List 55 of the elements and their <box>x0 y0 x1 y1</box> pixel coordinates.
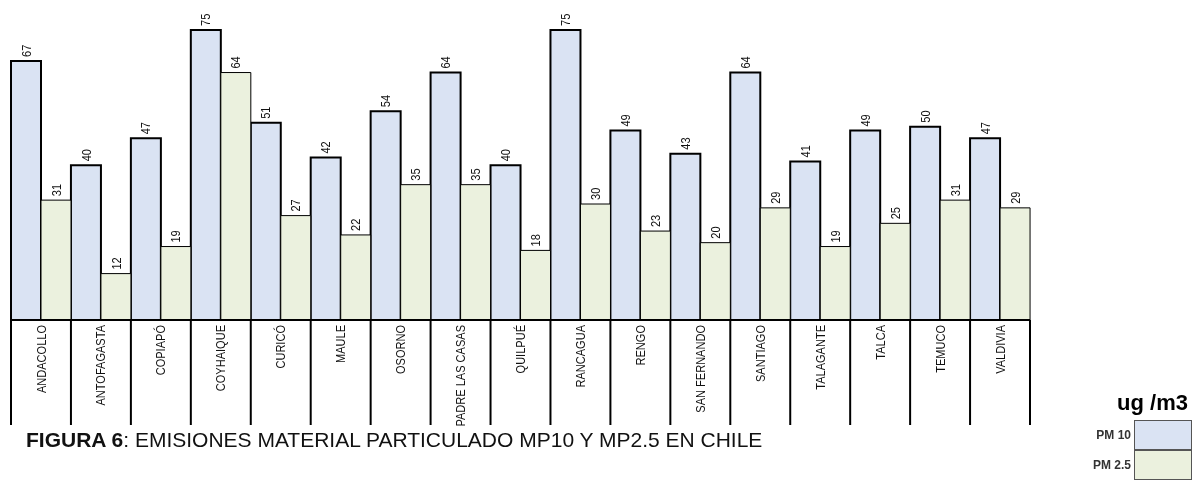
data-label: 20 <box>708 226 724 239</box>
data-label: 64 <box>737 55 754 69</box>
data-label: 75 <box>558 13 574 26</box>
text: PM 10 <box>1096 428 1131 442</box>
data-label: 50 <box>917 110 933 123</box>
data-label: 19 <box>827 229 844 243</box>
data-label: 31 <box>947 183 963 197</box>
data-label: 51 <box>258 106 274 119</box>
data-label: 19 <box>168 229 184 243</box>
x-tick-label: PADRE LAS CASAS <box>453 325 469 427</box>
x-tick-label: SAN FERNANDO <box>693 325 709 413</box>
text: PM 2.5 <box>1092 458 1131 472</box>
data-label: 75 <box>198 13 214 26</box>
x-tick-label: OSORNO <box>393 325 409 375</box>
data-label: 64 <box>228 55 244 69</box>
text: FIGURA 6: EMISIONES MATERIAL PARTICULADO MP10 Y MP2.5 EN CHILE <box>26 428 763 452</box>
data-label: 41 <box>797 144 814 158</box>
x-tick-label: COYHAIQUE <box>213 325 229 392</box>
x-tick-label: CURICÓ <box>272 325 289 369</box>
x-tick-label: TALCA <box>872 324 888 360</box>
data-label: 29 <box>1007 191 1023 204</box>
data-label: 18 <box>528 233 544 247</box>
data-label: 25 <box>887 206 903 220</box>
x-tick-label: ANDACOLLO <box>33 325 49 394</box>
data-label: 27 <box>288 199 304 212</box>
data-label: 35 <box>408 168 424 181</box>
data-label: 22 <box>348 218 364 231</box>
data-label: 47 <box>138 121 154 135</box>
x-tick-label: RANCAGUA <box>573 324 589 388</box>
data-label: 23 <box>648 214 664 228</box>
x-tick-label: ANTOFAGASTA <box>93 324 109 406</box>
x-tick-label: MAULE <box>333 325 349 364</box>
x-tick-label: VALDIVIA <box>992 324 1008 374</box>
data-label: 40 <box>78 148 94 162</box>
data-label: 49 <box>857 113 873 127</box>
data-label: 29 <box>767 191 784 204</box>
data-label: 30 <box>588 187 604 200</box>
data-label: 42 <box>318 141 334 154</box>
data-label: 49 <box>618 113 634 127</box>
data-label: 35 <box>468 168 484 181</box>
x-tick-label: RENGO <box>633 325 649 366</box>
x-tick-label: COPIAPÓ <box>152 325 169 376</box>
data-label: 31 <box>48 183 64 197</box>
data-label: 12 <box>108 257 124 270</box>
data-label: 47 <box>977 121 993 135</box>
data-label: 64 <box>438 55 454 69</box>
legend-title: ug /m3 <box>1116 390 1189 416</box>
data-label: 54 <box>378 94 394 108</box>
data-label: 40 <box>498 148 514 162</box>
data-label: 67 <box>18 44 34 57</box>
data-label: 43 <box>678 137 694 150</box>
x-tick-label: QUILPUÉ <box>512 325 529 374</box>
x-tick-label: SANTIAGO <box>752 325 769 383</box>
x-tick-label: TEMUCO <box>932 325 948 373</box>
x-tick-label: TALAGANTE <box>812 325 828 390</box>
